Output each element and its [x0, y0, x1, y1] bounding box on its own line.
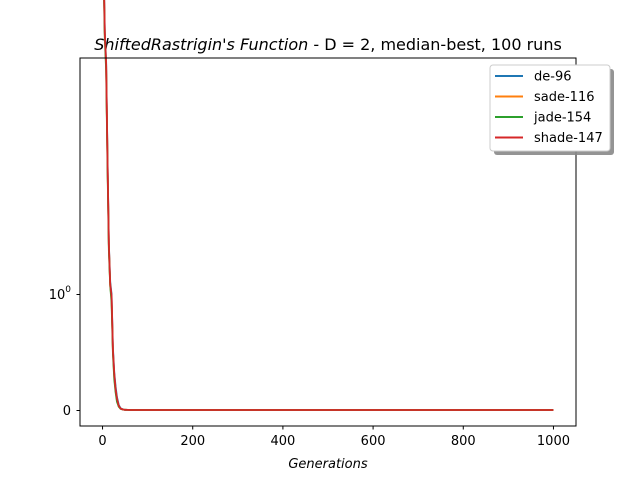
x-tick-label-600: 600	[361, 434, 386, 449]
legend-entries: de-96 sade-116 jade-154 shade-147	[495, 70, 603, 146]
legend-label-de-96: de-96	[534, 70, 571, 85]
plot-area-frame	[79, 57, 577, 427]
legend-label-jade-154: jade-154	[533, 111, 591, 126]
legend-label-shade-147: shade-147	[534, 131, 603, 146]
x-axis-ticks: 0 200 400 600 800 1000	[98, 426, 570, 449]
x-tick-label-400: 400	[270, 434, 295, 449]
y-axis-ticks: 0 100	[49, 285, 80, 419]
series-layer	[103, 0, 554, 411]
series-line-shade-147	[103, 0, 554, 411]
y-tick-label-10e0: 100	[49, 285, 72, 303]
chart-title: ShiftedRastrigin's Function - D = 2, med…	[94, 35, 562, 54]
x-tick-label-200: 200	[180, 434, 205, 449]
x-tick-label-0: 0	[98, 434, 106, 449]
legend-box	[489, 64, 611, 152]
y-tick-label-exponent: 0	[65, 285, 71, 295]
x-tick-label-1000: 1000	[537, 434, 570, 449]
legend: de-96 sade-116 jade-154 shade-147	[489, 64, 614, 155]
x-axis-label: Generations	[288, 457, 368, 472]
y-tick-label-0: 0	[63, 404, 71, 419]
legend-label-sade-116: sade-116	[534, 90, 595, 105]
chart-title-details: - D = 2, median-best, 100 runs	[308, 35, 562, 54]
chart-title-function: ShiftedRastrigin's Function	[94, 35, 308, 54]
x-tick-label-800: 800	[451, 434, 476, 449]
y-tick-label-base: 10	[49, 288, 66, 303]
